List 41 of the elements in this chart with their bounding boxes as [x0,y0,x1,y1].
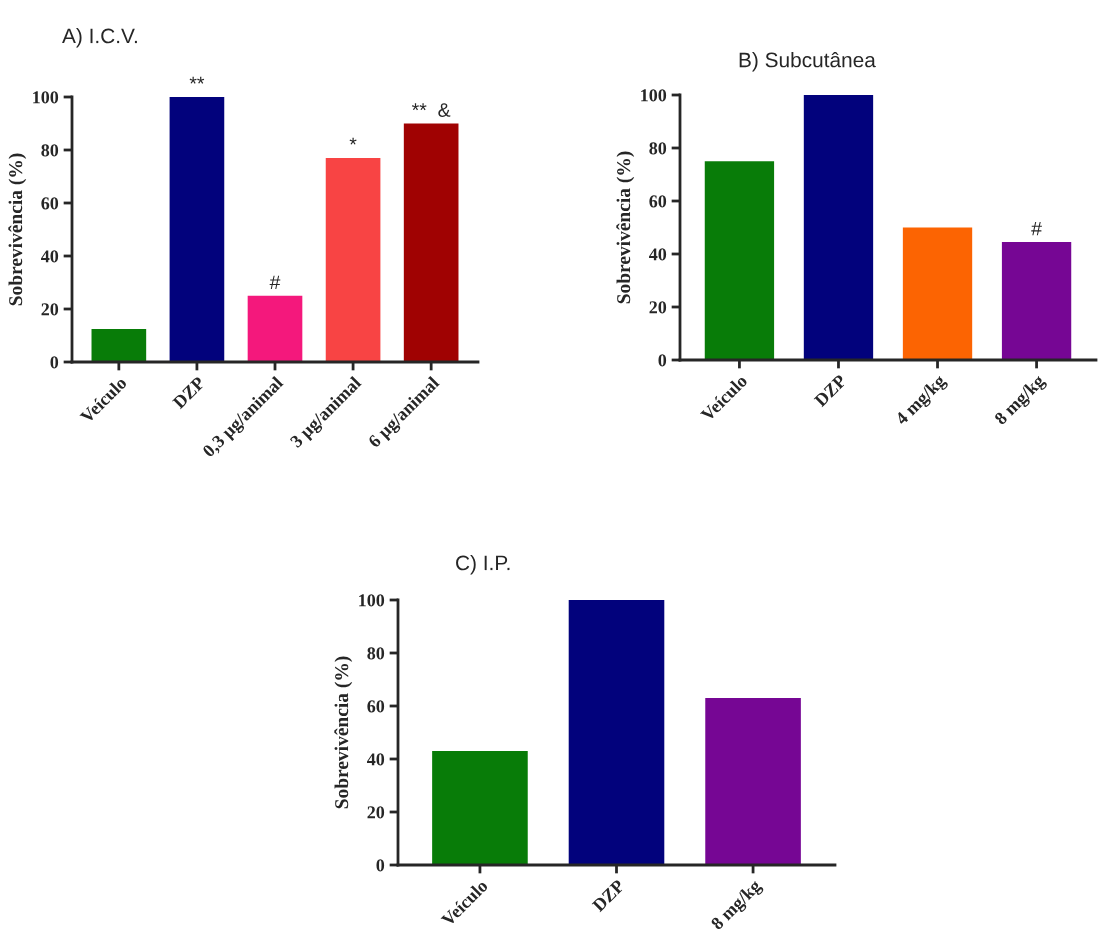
bar [403,123,459,362]
y-tick-label: 20 [41,303,59,316]
y-tick-label: 40 [41,250,59,263]
annotation: ** [189,76,205,84]
bar [325,157,381,362]
bar [1001,242,1072,360]
annotation: * [349,137,357,145]
y-tick-label: 60 [649,195,667,208]
y-axis-title: Sobrevivência (%) [616,151,635,304]
y-tick-label: 100 [33,91,59,104]
bar [247,295,303,362]
y-tick-label: 60 [41,197,59,210]
annotation: # [269,275,281,289]
chart-title: C) I.P. [456,555,510,575]
y-tick-label: 40 [367,753,385,766]
y-tick-label: 100 [641,89,667,102]
bar [568,600,665,865]
bar [704,161,775,360]
y-tick-label: 20 [367,806,385,819]
bar [169,97,225,362]
y-tick-label: 0 [658,354,667,367]
y-tick-label: 0 [376,859,385,872]
y-tick-label: 80 [367,647,385,660]
bar [91,328,147,362]
y-tick-label: 80 [41,144,59,157]
bar [902,227,973,360]
chart-title: A) I.C.V. [62,28,137,48]
y-tick-label: 40 [649,248,667,261]
y-tick-label: 60 [367,700,385,713]
annotation: # [1031,221,1042,236]
y-tick-label: 20 [649,301,667,314]
y-tick-label: 100 [359,594,385,607]
y-tick-label: 80 [649,142,667,155]
y-axis-title: Sobrevivência (%) [334,656,353,809]
y-tick-label: 0 [50,356,59,369]
bar [803,95,874,360]
y-axis-title: Sobrevivência (%) [8,153,27,306]
bar [705,698,801,865]
chart-title: B) Subcutânea [739,51,876,72]
annotation: ** & [412,103,451,117]
bar [432,751,528,865]
